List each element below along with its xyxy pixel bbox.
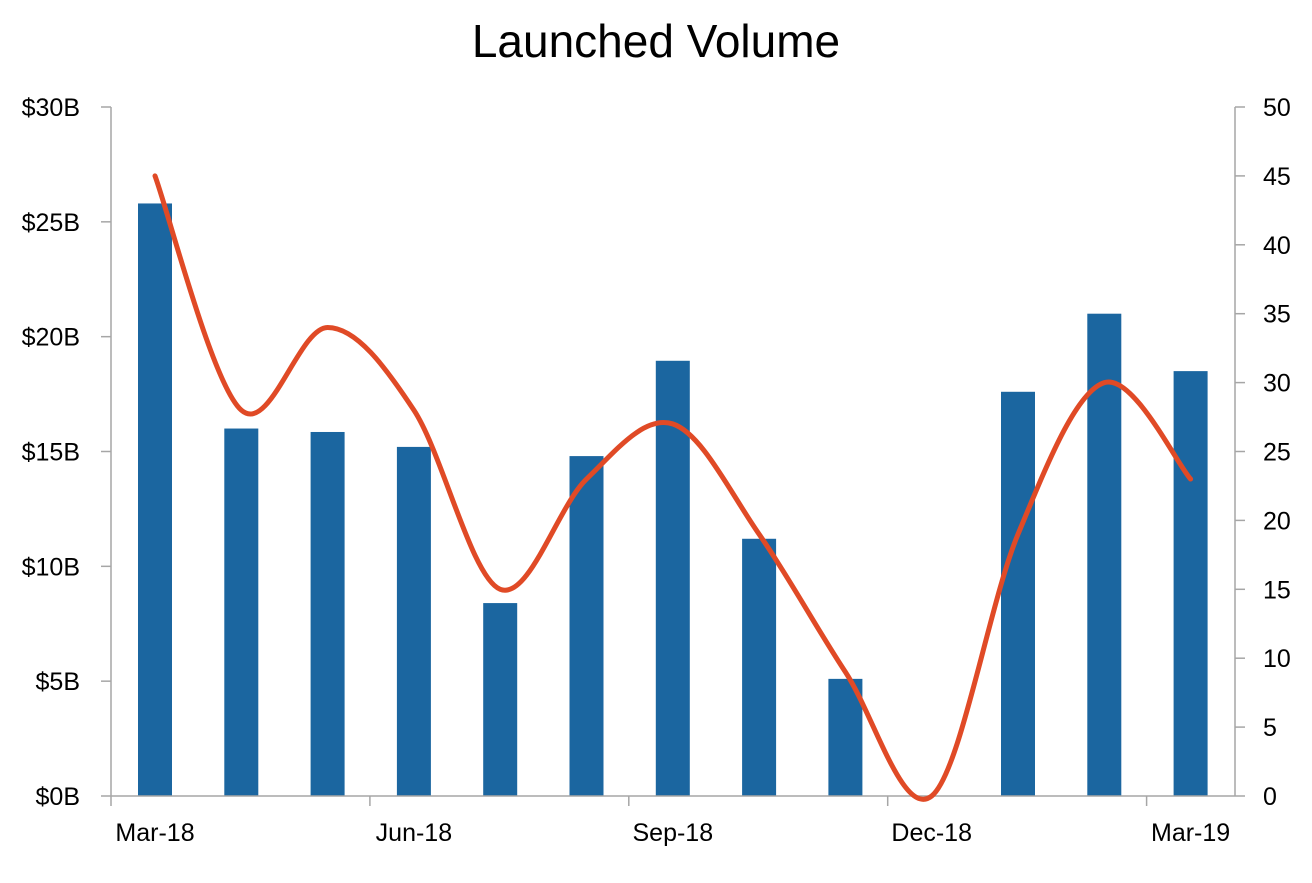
bar-Apr-18 bbox=[224, 428, 259, 796]
right-tick-label: 5 bbox=[1263, 714, 1277, 742]
left-tick-label: $20B bbox=[22, 324, 80, 352]
chart-title: Launched Volume bbox=[471, 15, 841, 67]
bar-series bbox=[138, 203, 1208, 796]
line-series bbox=[152, 173, 1194, 802]
bar-Jan-19 bbox=[1001, 391, 1035, 796]
axes bbox=[101, 106, 1245, 806]
left-tick-label: $30B bbox=[22, 94, 80, 122]
bar-May-18 bbox=[310, 431, 345, 796]
right-tick-label: 50 bbox=[1263, 94, 1291, 122]
bar-Jun-18 bbox=[396, 446, 431, 796]
right-tick-label: 15 bbox=[1263, 576, 1291, 604]
bar-Mar-19 bbox=[1173, 371, 1208, 796]
left-tick-label: $0B bbox=[36, 783, 80, 811]
bar-Aug-18 bbox=[569, 456, 604, 796]
right-tick-label: 45 bbox=[1263, 163, 1291, 191]
bar-Oct-18 bbox=[742, 538, 777, 796]
line-path bbox=[152, 173, 1194, 802]
right-tick-label: 10 bbox=[1263, 645, 1291, 673]
x-tick-label: Jun-18 bbox=[376, 819, 452, 847]
tick-labels: $0B $5B $10B $15B $20B $25B $30B 0 5 10 15 20 25 30 35… bbox=[22, 94, 1291, 847]
x-tick-label: Dec-18 bbox=[891, 819, 972, 847]
bar-Nov-18 bbox=[828, 678, 863, 796]
right-tick-label: 30 bbox=[1263, 370, 1291, 398]
bar-Feb-19 bbox=[1087, 313, 1122, 796]
left-tick-label: $25B bbox=[22, 209, 80, 237]
x-tick-label: Sep-18 bbox=[632, 819, 713, 847]
bar-Mar-18 bbox=[138, 203, 172, 796]
left-tick-label: $15B bbox=[22, 439, 80, 467]
x-tick-label: Mar-19 bbox=[1151, 819, 1230, 847]
right-tick-label: 20 bbox=[1263, 507, 1291, 535]
right-tick-label: 0 bbox=[1263, 783, 1277, 811]
right-tick-label: 25 bbox=[1263, 439, 1291, 467]
right-tick-label: 40 bbox=[1263, 232, 1291, 260]
right-tick-label: 35 bbox=[1263, 301, 1291, 329]
bar-Sep-18 bbox=[655, 360, 690, 796]
left-tick-label: $5B bbox=[36, 668, 80, 696]
left-tick-label: $10B bbox=[22, 553, 80, 581]
x-tick-label: Mar-18 bbox=[115, 819, 194, 847]
bar-Jul-18 bbox=[483, 603, 518, 796]
